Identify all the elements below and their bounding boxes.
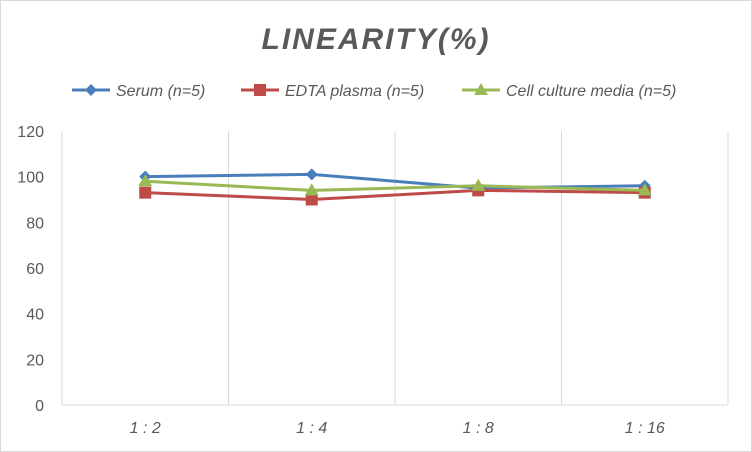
series-3 (138, 174, 652, 196)
legend-item: EDTA plasma (n=5) (241, 83, 424, 100)
x-tick-label: 1 : 16 (625, 420, 665, 437)
legend-marker (254, 84, 266, 96)
data-point (138, 174, 153, 187)
legend: Serum (n=5) EDTA plasma (n=5) Cell culture… (72, 83, 676, 100)
grid (61, 131, 729, 405)
series-line (145, 188, 645, 201)
y-tick-label: 40 (26, 307, 44, 324)
y-tick-label: 80 (26, 215, 44, 232)
data-point (305, 193, 318, 206)
x-tick-label: 1 : 2 (130, 420, 161, 437)
legend-marker (474, 83, 488, 95)
legend-label: Cell culture media (n=5) (506, 83, 676, 100)
x-tick-label: 1 : 8 (463, 420, 494, 437)
legend-label: EDTA plasma (n=5) (285, 83, 424, 100)
y-tick-label: 120 (17, 124, 44, 141)
legend-item: Serum (n=5) (72, 83, 205, 100)
legend-item: Cell culture media (n=5) (462, 83, 676, 100)
legend-marker (85, 84, 97, 96)
series-group (138, 168, 652, 206)
data-point (637, 183, 652, 196)
series-line (145, 179, 645, 192)
data-point (305, 168, 318, 181)
x-tick-label: 1 : 4 (296, 420, 327, 437)
legend-label: Serum (n=5) (116, 83, 205, 100)
data-point (471, 178, 486, 191)
data-point (139, 186, 152, 199)
y-tick-label: 20 (26, 352, 44, 369)
y-tick-label: 0 (35, 398, 44, 415)
axes: 0 20 40 60 80 100 120 1 : 2 1 : 4 1 : 8 1 : 16 (17, 124, 728, 437)
y-tick-label: 100 (17, 170, 44, 187)
y-tick-label: 60 (26, 261, 44, 278)
data-point (304, 183, 319, 196)
chart-title: LINEARITY(%) (262, 23, 491, 56)
